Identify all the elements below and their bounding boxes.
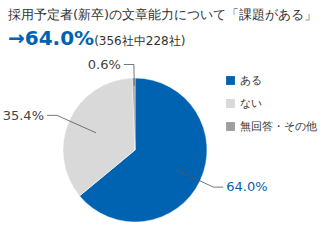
svg-text:ある: ある [240,74,262,87]
svg-text:0.6%: 0.6% [88,57,121,72]
html-text:採用予定者(新卒)の文章能力について「課題がある」: 採用予定者(新卒)の文章能力について「課題がある」 [8,7,318,22]
html-text:→64.0%(356社中228社): →64.0%(356社中228社) [8,26,186,50]
svg-text:35.4%: 35.4% [3,108,44,123]
svg-text:ない: ない [240,97,262,110]
svg-text:無回答・その他: 無回答・その他 [240,120,317,133]
svg-text:64.0%: 64.0% [226,179,267,194]
